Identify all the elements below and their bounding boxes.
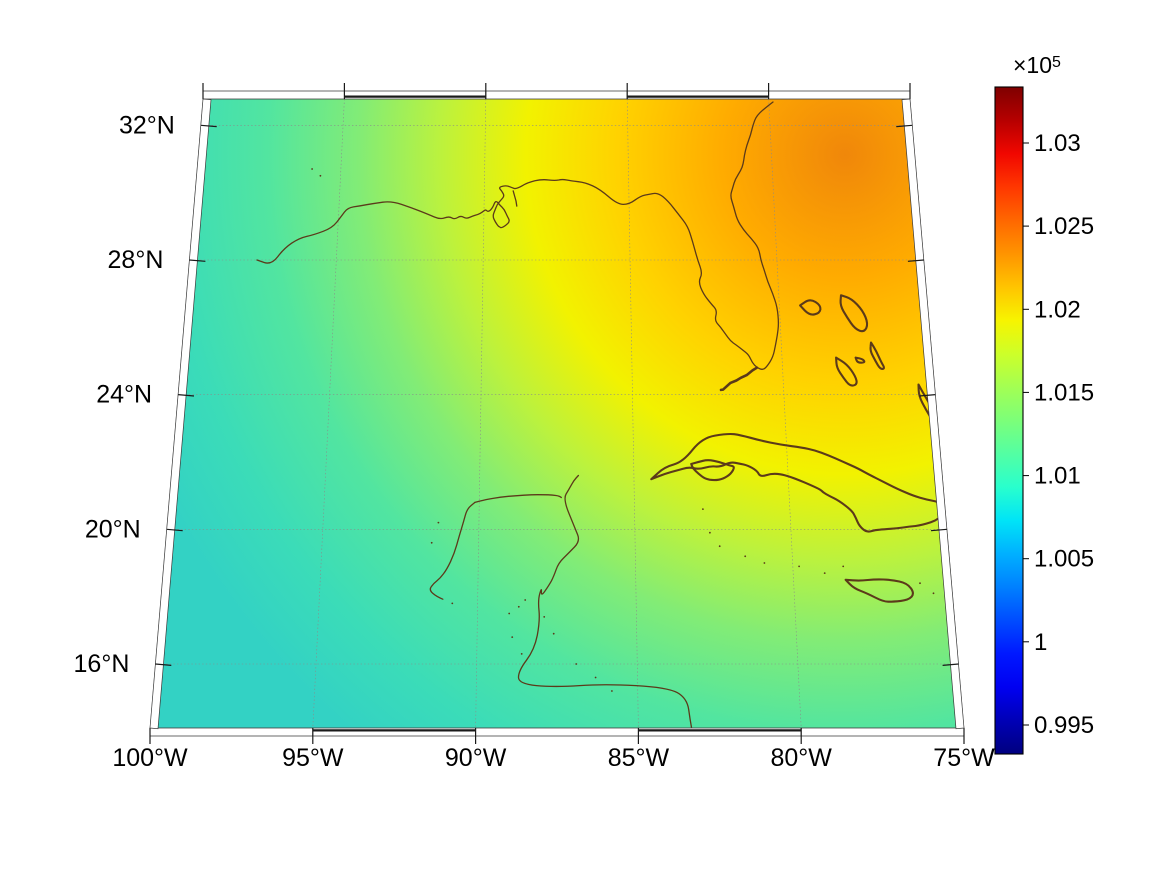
svg-text:1.01: 1.01 [1034,463,1081,490]
svg-text:1.025: 1.025 [1034,213,1094,240]
svg-text:28°N: 28°N [108,246,164,274]
svg-text:100°W: 100°W [112,744,188,772]
svg-text:0.995: 0.995 [1034,712,1094,739]
svg-text:24°N: 24°N [96,381,152,409]
svg-text:1.03: 1.03 [1034,130,1081,157]
svg-text:1.02: 1.02 [1034,296,1081,323]
svg-text:32°N: 32°N [119,111,175,139]
svg-text:85°W: 85°W [608,744,670,772]
svg-text:×105: ×105 [1013,52,1061,78]
svg-text:16°N: 16°N [74,650,130,678]
svg-text:95°W: 95°W [282,744,344,772]
svg-text:80°W: 80°W [770,744,832,772]
svg-text:1.015: 1.015 [1034,379,1094,406]
svg-text:75°W: 75°W [933,744,995,772]
svg-text:1.005: 1.005 [1034,546,1094,573]
svg-text:1: 1 [1034,629,1047,656]
svg-text:90°W: 90°W [445,744,507,772]
svg-text:20°N: 20°N [85,515,141,543]
